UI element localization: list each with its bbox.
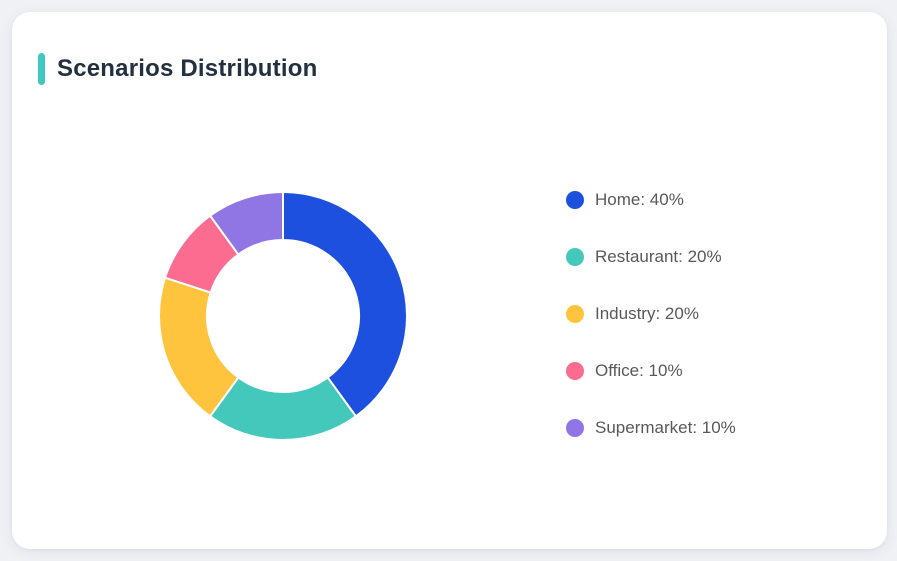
card-header: Scenarios Distribution — [38, 52, 317, 86]
chart-legend: Home: 40% Restaurant: 20% Industry: 20% Off… — [566, 190, 736, 438]
donut-chart[interactable] — [153, 186, 413, 446]
legend-dot-industry — [566, 305, 584, 323]
legend-item-office[interactable]: Office: 10% — [566, 361, 736, 381]
legend-dot-supermarket — [566, 419, 584, 437]
legend-dot-home — [566, 191, 584, 209]
donut-chart-svg[interactable] — [153, 186, 413, 446]
legend-label: Supermarket: 10% — [595, 418, 736, 437]
title-accent-bar — [38, 53, 45, 85]
card-title: Scenarios Distribution — [57, 55, 318, 82]
legend-item-industry[interactable]: Industry: 20% — [566, 304, 736, 324]
legend-item-supermarket[interactable]: Supermarket: 10% — [566, 418, 736, 438]
legend-item-home[interactable]: Home: 40% — [566, 190, 736, 210]
donut-segment-industry[interactable] — [158, 276, 240, 418]
legend-label: Home: 40% — [595, 190, 684, 209]
donut-segment-supermarket[interactable] — [209, 191, 284, 256]
legend-item-restaurant[interactable]: Restaurant: 20% — [566, 247, 736, 267]
legend-label: Industry: 20% — [595, 304, 699, 323]
scenarios-distribution-card: Scenarios Distribution Home: 40% Restaura… — [12, 12, 887, 549]
legend-label: Office: 10% — [595, 361, 683, 380]
legend-dot-office — [566, 362, 584, 380]
legend-label: Restaurant: 20% — [595, 247, 722, 266]
legend-dot-restaurant — [566, 248, 584, 266]
donut-segment-home[interactable] — [282, 191, 408, 418]
